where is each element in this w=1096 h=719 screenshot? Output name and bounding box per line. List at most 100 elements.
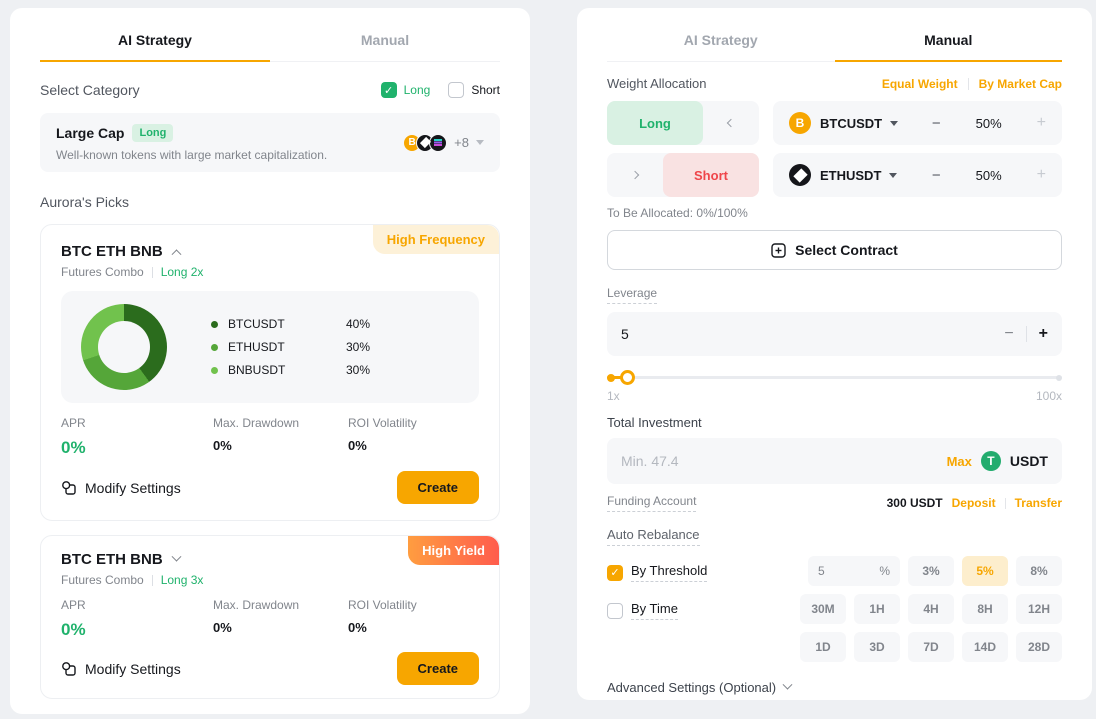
deposit-link[interactable]: Deposit: [951, 496, 996, 510]
max-link[interactable]: Max: [946, 453, 972, 469]
time-chip-8h[interactable]: 8H: [962, 594, 1008, 624]
weight-minus-button[interactable]: −: [931, 166, 941, 184]
chevron-down-icon[interactable]: [171, 551, 182, 562]
apr-label: APR: [61, 416, 86, 430]
side-toggle-short[interactable]: Short: [607, 153, 759, 197]
symbol-dropdown-caret-icon[interactable]: [890, 120, 899, 126]
by-time-option[interactable]: By Time: [607, 594, 678, 620]
chevron-left-icon[interactable]: [703, 118, 759, 128]
max-drawdown-value: 0%: [213, 620, 232, 635]
threshold-chip-8[interactable]: 8%: [1016, 556, 1062, 586]
total-investment-input[interactable]: [621, 453, 947, 469]
by-time-row: By Time 30M 1H 4H 8H 12H 1D 3D 7D 14D 28…: [607, 594, 1062, 662]
equal-weight-link[interactable]: Equal Weight: [881, 76, 958, 91]
high-frequency-badge: High Frequency: [372, 225, 499, 254]
manual-panel: AI Strategy Manual Weight Allocation Equ…: [577, 8, 1092, 700]
by-threshold-row: ✓ By Threshold 5 % 3% 5% 8%: [607, 556, 1062, 586]
leverage-value[interactable]: 5: [621, 326, 629, 342]
weight-plus-button[interactable]: +: [1036, 166, 1046, 183]
total-investment-field[interactable]: Max T USDT: [607, 438, 1062, 484]
modify-settings-label: Modify Settings: [85, 660, 181, 677]
legend-symbol: BTCUSDT: [228, 317, 285, 331]
max-drawdown-value: 0%: [213, 438, 232, 453]
left-tab-ai-strategy[interactable]: AI Strategy: [40, 28, 270, 62]
leverage-label: Leverage: [607, 286, 658, 304]
leverage-max-label: 100x: [1035, 389, 1062, 403]
create-button[interactable]: Create: [396, 471, 479, 504]
leverage-plus-button[interactable]: +: [1038, 325, 1048, 342]
threshold-value[interactable]: 5: [818, 564, 825, 578]
threshold-chip-3[interactable]: 3%: [908, 556, 954, 586]
allocation-row-btc: Long B BTCUSDT − 50% +: [607, 101, 1062, 145]
short-pill[interactable]: Short: [663, 153, 759, 197]
contract-row-btc: B BTCUSDT − 50% +: [773, 101, 1062, 145]
allocation-row-eth: Short ETHUSDT − 50% +: [607, 153, 1062, 197]
total-investment-label: Total Investment: [607, 415, 702, 430]
long-checkbox[interactable]: ✓: [380, 82, 397, 98]
symbol-dropdown-caret-icon[interactable]: [889, 172, 898, 178]
threshold-suffix: %: [879, 564, 890, 578]
time-chip-7d[interactable]: 7D: [908, 632, 954, 662]
select-contract-button[interactable]: Select Contract: [607, 230, 1062, 270]
pick-card-direction: Long 3x: [160, 573, 204, 587]
currency-selector[interactable]: USDT: [1009, 453, 1048, 469]
right-tab-ai-strategy[interactable]: AI Strategy: [683, 32, 758, 48]
leverage-slider[interactable]: [607, 370, 1062, 385]
apr-value: 0%: [61, 438, 86, 457]
advanced-settings-toggle[interactable]: Advanced Settings (Optional): [607, 679, 1062, 695]
by-threshold-checkbox[interactable]: ✓: [607, 564, 623, 581]
time-chip-14d[interactable]: 14D: [962, 632, 1008, 662]
threshold-chip-5[interactable]: 5%: [962, 556, 1008, 586]
modify-settings-link[interactable]: Modify Settings: [61, 661, 181, 677]
max-drawdown-label: Max. Drawdown: [213, 598, 300, 612]
transfer-link[interactable]: Transfer: [1014, 496, 1062, 510]
short-checkbox[interactable]: [448, 82, 465, 98]
weight-value[interactable]: 50%: [975, 115, 1002, 131]
side-toggle-long[interactable]: Long: [607, 101, 759, 145]
contract-symbol: BTCUSDT: [820, 115, 883, 131]
slider-knob[interactable]: [620, 370, 636, 385]
leverage-minus-button[interactable]: −: [1004, 325, 1014, 342]
chevron-up-icon[interactable]: [171, 249, 182, 260]
long-filter-label: Long: [403, 83, 431, 97]
roi-volatility-label: ROI Volatility: [348, 598, 417, 612]
long-filter[interactable]: ✓ Long: [380, 82, 431, 98]
left-tab-manual[interactable]: Manual: [360, 32, 410, 48]
by-threshold-option[interactable]: ✓ By Threshold: [607, 556, 708, 582]
time-chip-1d[interactable]: 1D: [800, 632, 846, 662]
time-chip-3d[interactable]: 3D: [854, 632, 900, 662]
pick-card-title: BTC ETH BNB: [61, 551, 163, 568]
roi-volatility-value: 0%: [348, 438, 367, 453]
leverage-input[interactable]: 5 − +: [607, 312, 1062, 356]
advanced-settings-label: Advanced Settings (Optional): [607, 680, 777, 695]
time-chip-12h[interactable]: 12H: [1016, 594, 1062, 624]
weight-plus-button[interactable]: +: [1036, 114, 1046, 131]
check-icon: ✓: [384, 84, 394, 97]
by-market-cap-link[interactable]: By Market Cap: [978, 76, 1062, 91]
category-title: Large Cap: [56, 124, 125, 141]
create-button[interactable]: Create: [396, 652, 479, 685]
chevron-right-icon[interactable]: [607, 170, 663, 180]
category-card-large-cap[interactable]: Large Cap Long Well-known tokens with la…: [40, 113, 500, 172]
by-time-checkbox[interactable]: [607, 602, 623, 619]
pick-card-high-yield: High Yield BTC ETH BNB Futures Combo Lon…: [40, 535, 500, 699]
by-threshold-label: By Threshold: [631, 563, 708, 582]
short-filter[interactable]: Short: [448, 82, 500, 98]
time-chip-28d[interactable]: 28D: [1016, 632, 1062, 662]
left-tab-bar: AI Strategy Manual: [40, 28, 500, 62]
to-be-allocated-text: To Be Allocated: 0%/100%: [607, 206, 748, 220]
weight-value[interactable]: 50%: [975, 167, 1002, 183]
modify-settings-link[interactable]: Modify Settings: [61, 480, 181, 496]
modify-settings-icon: [62, 480, 76, 495]
ai-strategy-panel: AI Strategy Manual Select Category ✓ Lon…: [10, 8, 530, 714]
threshold-input[interactable]: 5 %: [808, 556, 900, 586]
weight-minus-button[interactable]: −: [931, 114, 941, 132]
long-pill[interactable]: Long: [607, 101, 703, 145]
time-chip-1h[interactable]: 1H: [854, 594, 900, 624]
time-chip-4h[interactable]: 4H: [908, 594, 954, 624]
caret-down-icon[interactable]: [476, 140, 484, 145]
time-chip-30m[interactable]: 30M: [800, 594, 846, 624]
apr-label: APR: [61, 598, 86, 612]
right-tab-manual[interactable]: Manual: [834, 28, 1062, 62]
by-time-label: By Time: [631, 601, 678, 620]
